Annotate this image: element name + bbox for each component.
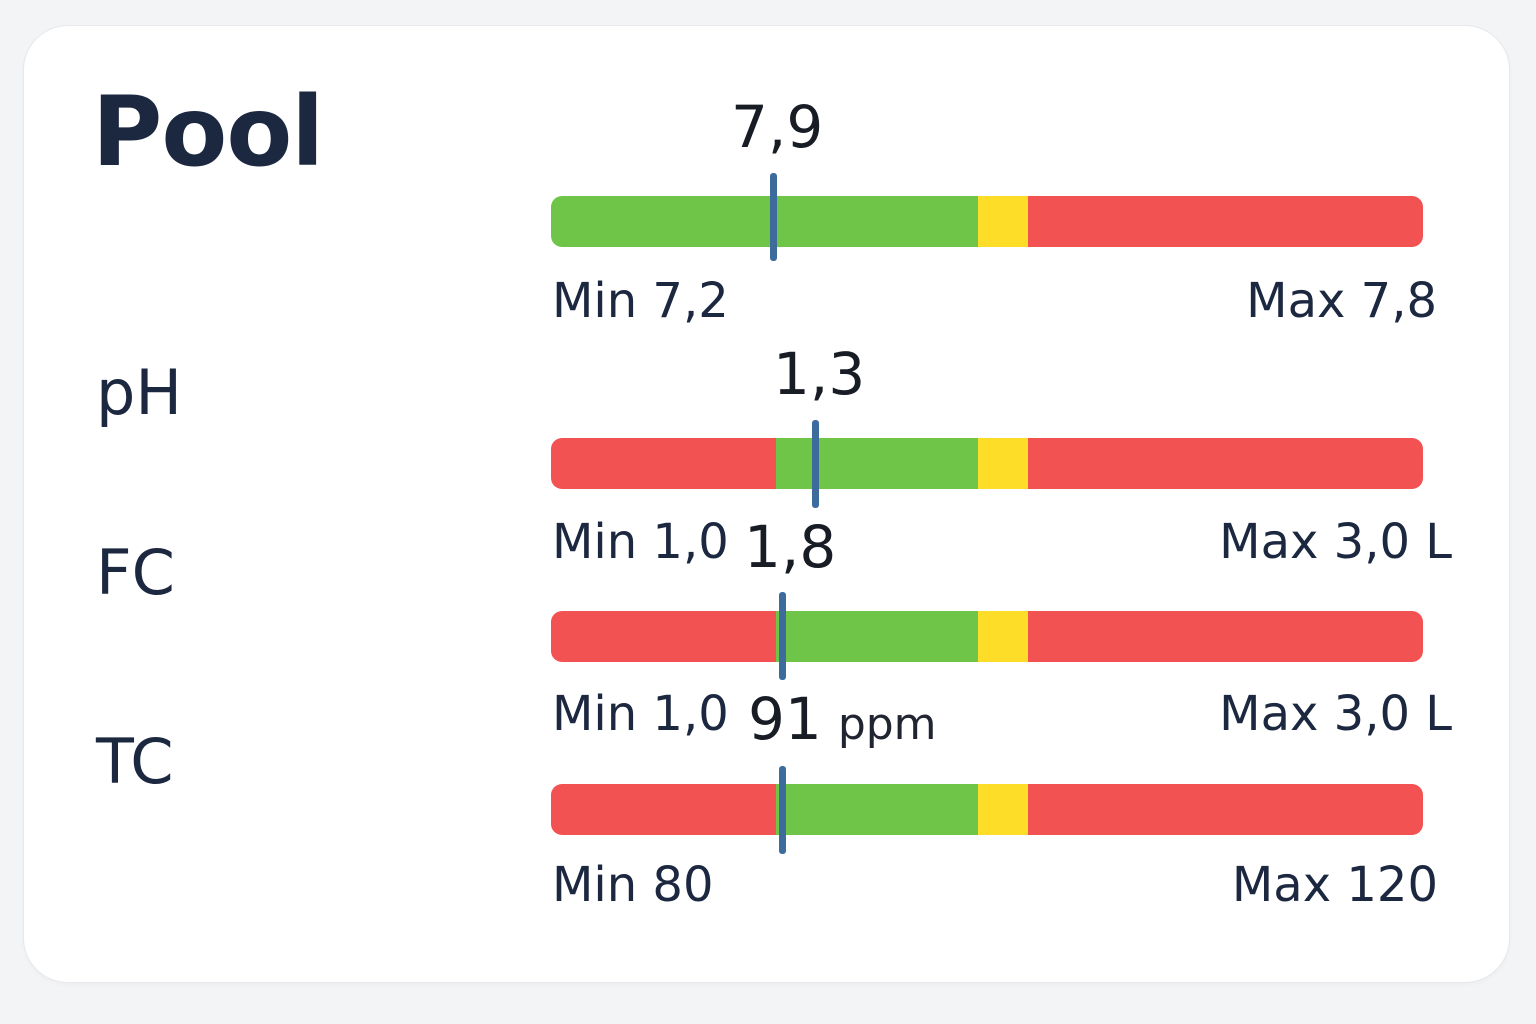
zone-yellow — [978, 438, 1028, 489]
gauge-value: 7,9 — [731, 93, 824, 161]
zone-red — [551, 784, 776, 835]
max-label: Max 7,8 — [1246, 273, 1437, 329]
range-bar — [551, 196, 1423, 247]
zone-red — [1027, 438, 1423, 489]
zone-green — [775, 784, 979, 835]
fc-value-marker — [778, 592, 786, 680]
tc-value-line: 91 ppm — [748, 690, 937, 748]
ph-value-marker — [811, 420, 819, 508]
card-title: Pool — [92, 76, 324, 188]
zone-red — [551, 438, 776, 489]
tc-min-label: Min 80 — [552, 857, 714, 913]
zone-green — [775, 611, 979, 662]
fc-max-label: Max 3,0 L — [1219, 686, 1452, 742]
tc-value: 91 — [748, 685, 822, 753]
zone-yellow — [978, 611, 1028, 662]
ph-min-label: Min 1,0 — [552, 514, 729, 570]
zone-green — [551, 196, 979, 247]
zone-yellow — [978, 196, 1028, 247]
value-marker — [769, 173, 777, 261]
ph-max-label: Max 3,0 L — [1219, 514, 1452, 570]
row-label-fc: FC — [96, 536, 175, 609]
row-label-ph: pH — [96, 356, 182, 429]
zone-red — [1027, 611, 1423, 662]
zone-red — [1027, 784, 1423, 835]
zone-red — [1027, 196, 1423, 247]
min-label: Min 7,2 — [552, 273, 729, 329]
zone-yellow — [978, 784, 1028, 835]
tc-range-bar — [551, 784, 1423, 835]
tc-unit: ppm — [837, 699, 937, 750]
ph-range-bar — [551, 438, 1423, 489]
zone-green — [775, 438, 979, 489]
tc-value-marker — [778, 766, 786, 854]
fc-min-label: Min 1,0 — [552, 686, 729, 742]
row-label-tc: TC — [96, 725, 174, 798]
ph-value: 1,3 — [773, 340, 866, 408]
fc-value: 1,8 — [744, 513, 837, 581]
fc-range-bar — [551, 611, 1423, 662]
tc-max-label: Max 120 — [1231, 857, 1438, 913]
zone-red — [551, 611, 776, 662]
